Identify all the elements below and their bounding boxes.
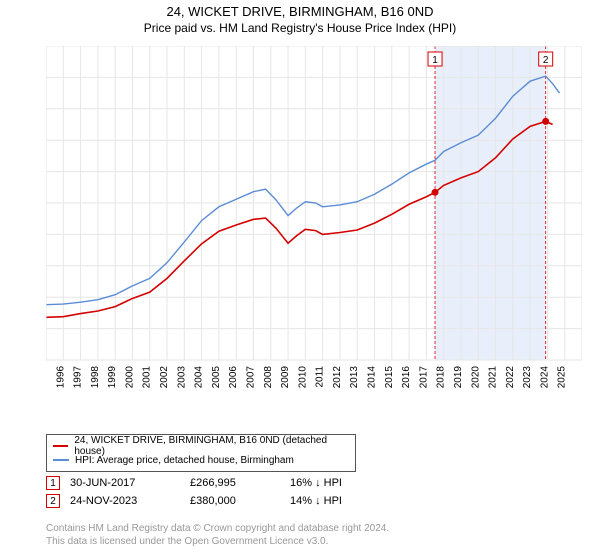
sale-date: 30-JUN-2017	[70, 474, 190, 492]
svg-text:2021: 2021	[488, 366, 499, 389]
legend: 24, WICKET DRIVE, BIRMINGHAM, B16 0ND (d…	[46, 434, 356, 472]
svg-text:1998: 1998	[90, 366, 101, 389]
sales-row: 1 30-JUN-2017£266,99516% ↓ HPI	[46, 474, 352, 492]
svg-text:1999: 1999	[107, 366, 118, 389]
svg-text:2002: 2002	[159, 366, 170, 389]
svg-text:2018: 2018	[436, 366, 447, 389]
svg-text:2009: 2009	[280, 366, 291, 389]
page-title: 24, WICKET DRIVE, BIRMINGHAM, B16 0ND	[0, 0, 600, 19]
svg-text:2024: 2024	[539, 366, 550, 389]
svg-text:2016: 2016	[401, 366, 412, 389]
svg-text:2015: 2015	[384, 366, 395, 389]
svg-text:1995: 1995	[46, 366, 49, 389]
sale-marker-badge: 1	[46, 476, 60, 490]
svg-text:2008: 2008	[263, 366, 274, 389]
svg-text:2003: 2003	[176, 366, 187, 389]
svg-text:1997: 1997	[73, 366, 84, 389]
svg-text:1: 1	[432, 55, 438, 66]
legend-label: HPI: Average price, detached house, Birm…	[75, 455, 294, 466]
sale-marker-badge: 2	[46, 494, 60, 508]
svg-text:2022: 2022	[505, 366, 516, 389]
svg-text:2: 2	[543, 55, 549, 66]
footer-line: This data is licensed under the Open Gov…	[46, 535, 389, 548]
sale-delta: 14% ↓ HPI	[290, 492, 352, 510]
svg-text:1996: 1996	[55, 366, 66, 389]
svg-text:2017: 2017	[418, 366, 429, 389]
svg-text:2023: 2023	[522, 366, 533, 389]
svg-text:2011: 2011	[315, 366, 326, 388]
svg-text:2010: 2010	[297, 366, 308, 389]
legend-swatch	[53, 459, 69, 461]
svg-text:2013: 2013	[349, 366, 360, 389]
sale-price: £266,995	[190, 474, 290, 492]
footer-line: Contains HM Land Registry data © Crown c…	[46, 522, 389, 535]
svg-text:2020: 2020	[470, 366, 481, 389]
svg-text:2006: 2006	[228, 366, 239, 389]
svg-text:2007: 2007	[245, 366, 256, 389]
svg-text:2005: 2005	[211, 366, 222, 389]
svg-text:2004: 2004	[194, 366, 205, 389]
svg-text:2014: 2014	[367, 366, 378, 389]
sales-row: 2 24-NOV-2023£380,00014% ↓ HPI	[46, 492, 352, 510]
svg-text:2019: 2019	[453, 366, 464, 389]
svg-text:2012: 2012	[332, 366, 343, 389]
sale-price: £380,000	[190, 492, 290, 510]
sales-table: 1 30-JUN-2017£266,99516% ↓ HPI 2 24-NOV-202…	[46, 474, 352, 510]
legend-swatch	[53, 445, 68, 447]
svg-text:2025: 2025	[557, 366, 568, 389]
svg-text:2000: 2000	[124, 366, 135, 389]
svg-text:2001: 2001	[142, 366, 153, 389]
chart: £0£50K£100K£150K£200K£250K£300K£350K£400…	[46, 46, 582, 398]
legend-row: 24, WICKET DRIVE, BIRMINGHAM, B16 0ND (d…	[53, 439, 349, 453]
footer: Contains HM Land Registry data © Crown c…	[46, 522, 389, 548]
sale-date: 24-NOV-2023	[70, 492, 190, 510]
page-subtitle: Price paid vs. HM Land Registry's House …	[0, 19, 600, 35]
sale-delta: 16% ↓ HPI	[290, 474, 352, 492]
